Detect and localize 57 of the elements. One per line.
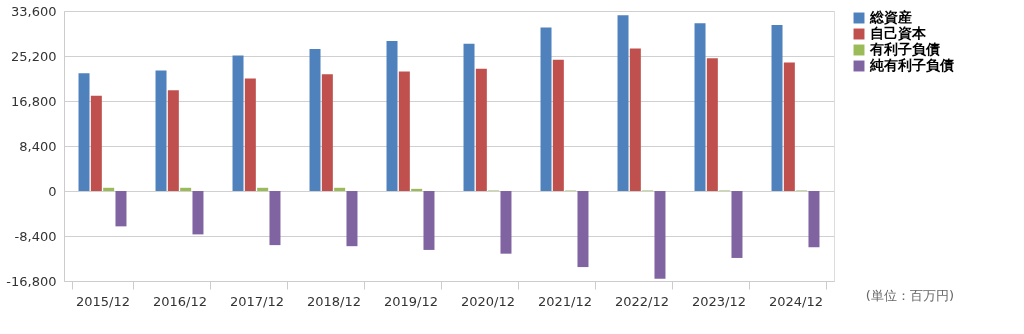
bar — [192, 191, 204, 235]
bar — [654, 191, 666, 279]
y-tick-label: 0 — [48, 183, 57, 199]
bar — [617, 15, 629, 191]
y-tick-label: -16,800 — [6, 273, 57, 289]
legend-label: 自己資本 — [870, 25, 927, 41]
x-tick-label: 2016/12 — [152, 293, 208, 309]
bar — [771, 24, 783, 191]
bar — [180, 187, 192, 191]
y-tick-label: 25,200 — [11, 48, 57, 64]
bar — [629, 48, 641, 191]
x-tick-label: 2018/12 — [306, 293, 362, 309]
bar — [269, 191, 281, 246]
x-tick-label: 2023/12 — [691, 293, 747, 309]
bar — [500, 191, 512, 254]
bar — [346, 191, 358, 247]
bar — [411, 188, 423, 191]
y-tick-label: 16,800 — [11, 93, 57, 109]
text: (単位：百万円) — [865, 288, 954, 303]
x-tick-label: 2019/12 — [383, 293, 439, 309]
bar — [552, 59, 564, 191]
bar — [257, 187, 269, 191]
bar — [398, 71, 410, 191]
bar — [155, 70, 167, 191]
x-tick-label: 2015/12 — [75, 293, 131, 309]
y-tick-label: -8,400 — [14, 228, 57, 244]
bar — [78, 73, 90, 191]
bar — [706, 58, 718, 191]
x-tick-label: 2017/12 — [229, 293, 285, 309]
x-tick-label: 2022/12 — [614, 293, 670, 309]
legend-label: 純有利子負債 — [869, 57, 954, 73]
y-tick-label: 8,400 — [19, 138, 57, 154]
bar — [808, 191, 820, 248]
bar — [423, 191, 435, 250]
bar — [463, 43, 475, 191]
bar — [783, 62, 795, 191]
x-tick-label: 2020/12 — [460, 293, 516, 309]
bar — [90, 95, 102, 191]
bar — [386, 41, 398, 191]
legend-label: 有利子負債 — [869, 41, 940, 57]
x-tick-label: 2021/12 — [537, 293, 593, 309]
bar — [731, 191, 743, 258]
bar — [321, 74, 333, 191]
bar — [103, 187, 115, 191]
bar — [309, 49, 321, 191]
y-tick-label: 33,600 — [11, 3, 57, 19]
bar — [232, 55, 244, 191]
bar — [115, 191, 127, 227]
x-tick-label: 2024/12 — [768, 293, 824, 309]
bar — [577, 191, 589, 268]
bar — [334, 187, 346, 191]
legend-label: 総資産 — [869, 9, 912, 25]
bar — [167, 90, 179, 191]
bar — [244, 78, 256, 191]
bar — [540, 27, 552, 191]
bar — [475, 68, 487, 191]
bar — [694, 23, 706, 191]
